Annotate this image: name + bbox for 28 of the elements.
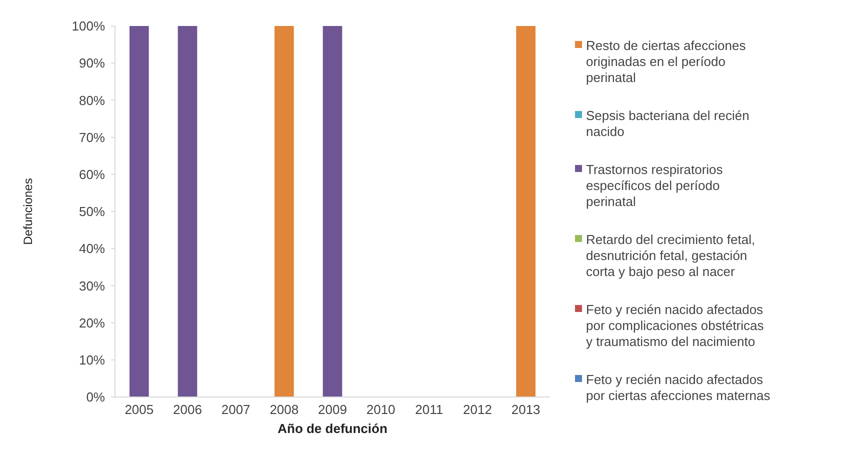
x-tick-label: 2008 <box>270 402 299 417</box>
y-tick-label: 70% <box>78 130 106 145</box>
y-tick-label: 10% <box>78 352 106 368</box>
legend-label: Feto y recién nacido afectados por ciertas afecciones maternas <box>586 372 771 403</box>
y-tick-label: 40% <box>78 241 106 256</box>
y-tick-label: 20% <box>78 315 106 330</box>
x-tick-label: 2009 <box>318 402 347 417</box>
y-tick-label: 100% <box>72 18 106 34</box>
y-tick-label: 50% <box>78 204 106 220</box>
x-axis-title: Año de defunción <box>278 421 388 436</box>
y-axis-title: Defunciones <box>21 178 35 245</box>
x-tick-label: 2011 <box>415 402 444 417</box>
legend-label: Resto de ciertas afecciones originadas en el período perinatal <box>586 38 746 85</box>
x-tick-label: 2013 <box>511 402 540 417</box>
x-tick-label: 2012 <box>463 402 492 417</box>
y-tick-label: 60% <box>78 166 106 182</box>
y-tick-label: 80% <box>78 92 106 108</box>
legend-label: Sepsis bacteriana del recién nacido <box>586 108 750 139</box>
legend-label: Trastornos respiratorios específicos del período perinatal <box>586 162 724 209</box>
y-tick-label: 0% <box>86 390 106 405</box>
legend-label: Retardo del crecimiento fetal, desnutrición fetal, gestación corta y bajo peso al nacer <box>586 232 756 279</box>
y-tick-label: 90% <box>78 56 106 71</box>
legend-label: Feto y recién nacido afectados por complicaciones obstétricas y traumatismo del nacimiento <box>586 302 764 349</box>
x-tick-label: 2006 <box>173 402 202 417</box>
y-tick-label: 30% <box>78 278 106 294</box>
x-tick-label: 2007 <box>221 402 250 417</box>
x-tick-label: 2005 <box>124 402 154 417</box>
x-tick-label: 2010 <box>366 402 396 417</box>
